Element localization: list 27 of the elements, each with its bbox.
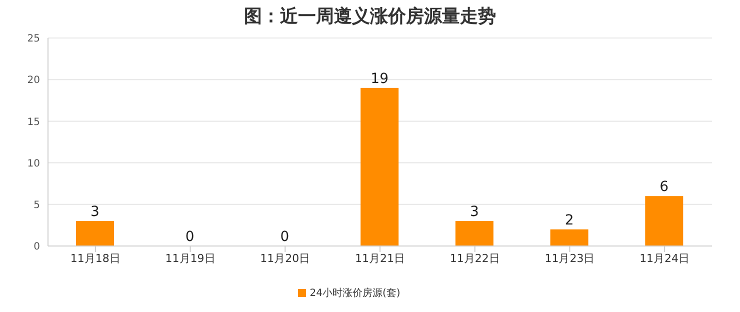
data-label: 0: [280, 229, 290, 245]
y-tick-label: 0: [34, 242, 40, 253]
data-label: 19: [370, 70, 388, 87]
legend-label: 24小时涨价房源(套): [310, 288, 400, 299]
bar: [550, 229, 588, 246]
y-tick-label: 20: [27, 75, 40, 86]
bar: [455, 221, 494, 246]
x-tick-label: 11月23日: [544, 252, 595, 265]
y-tick-label: 10: [27, 158, 40, 170]
bar: [360, 88, 399, 246]
x-tick-label: 11月18日: [70, 252, 120, 265]
data-label: 3: [90, 204, 100, 220]
bar: [76, 221, 114, 246]
y-tick-label: 15: [27, 116, 40, 128]
x-tick-label: 11月19日: [165, 252, 216, 265]
data-label: 2: [564, 212, 574, 228]
x-tick-label: 11月24日: [640, 252, 690, 265]
bar: [645, 196, 684, 246]
data-label: 0: [185, 229, 194, 245]
x-tick-label: 11月22日: [450, 252, 500, 265]
y-tick-label: 25: [27, 34, 40, 45]
x-tick-label: 11月20日: [260, 252, 310, 265]
data-label: 3: [470, 204, 479, 220]
x-tick-label: 11月21日: [355, 252, 405, 265]
data-label: 6: [660, 179, 669, 196]
chart-title: 图：近一周遵义涨价房源量走势: [243, 5, 497, 28]
y-tick-label: 5: [34, 200, 40, 211]
